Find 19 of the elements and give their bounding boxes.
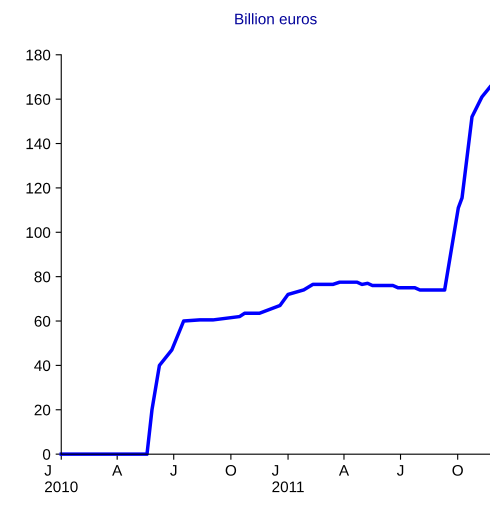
y-tick-label: 0 xyxy=(42,449,50,460)
y-tick-label: 160 xyxy=(26,94,50,105)
x-tick-label: A xyxy=(112,465,122,476)
x-tick-label: O xyxy=(226,464,236,476)
y-tick-label: 60 xyxy=(34,316,50,327)
y-tick-label: 180 xyxy=(26,50,50,60)
x-tick-label: J xyxy=(170,465,176,476)
x-tick-label: J 2011 xyxy=(272,465,304,492)
chart-title: Billion euros xyxy=(235,13,317,24)
y-tick-label: 120 xyxy=(26,182,50,194)
y-tick-label: 80 xyxy=(34,272,50,282)
y-tick-label: 20 xyxy=(34,404,50,416)
x-tick-label: J xyxy=(396,465,404,476)
x-tick-label: J 2010 xyxy=(44,465,78,492)
y-tick-label: 140 xyxy=(26,138,50,150)
y-tick-label: 40 xyxy=(34,360,50,372)
x-tick-label: O xyxy=(452,464,463,476)
y-tick-label: 100 xyxy=(26,227,50,238)
x-tick-label: A xyxy=(338,465,350,476)
